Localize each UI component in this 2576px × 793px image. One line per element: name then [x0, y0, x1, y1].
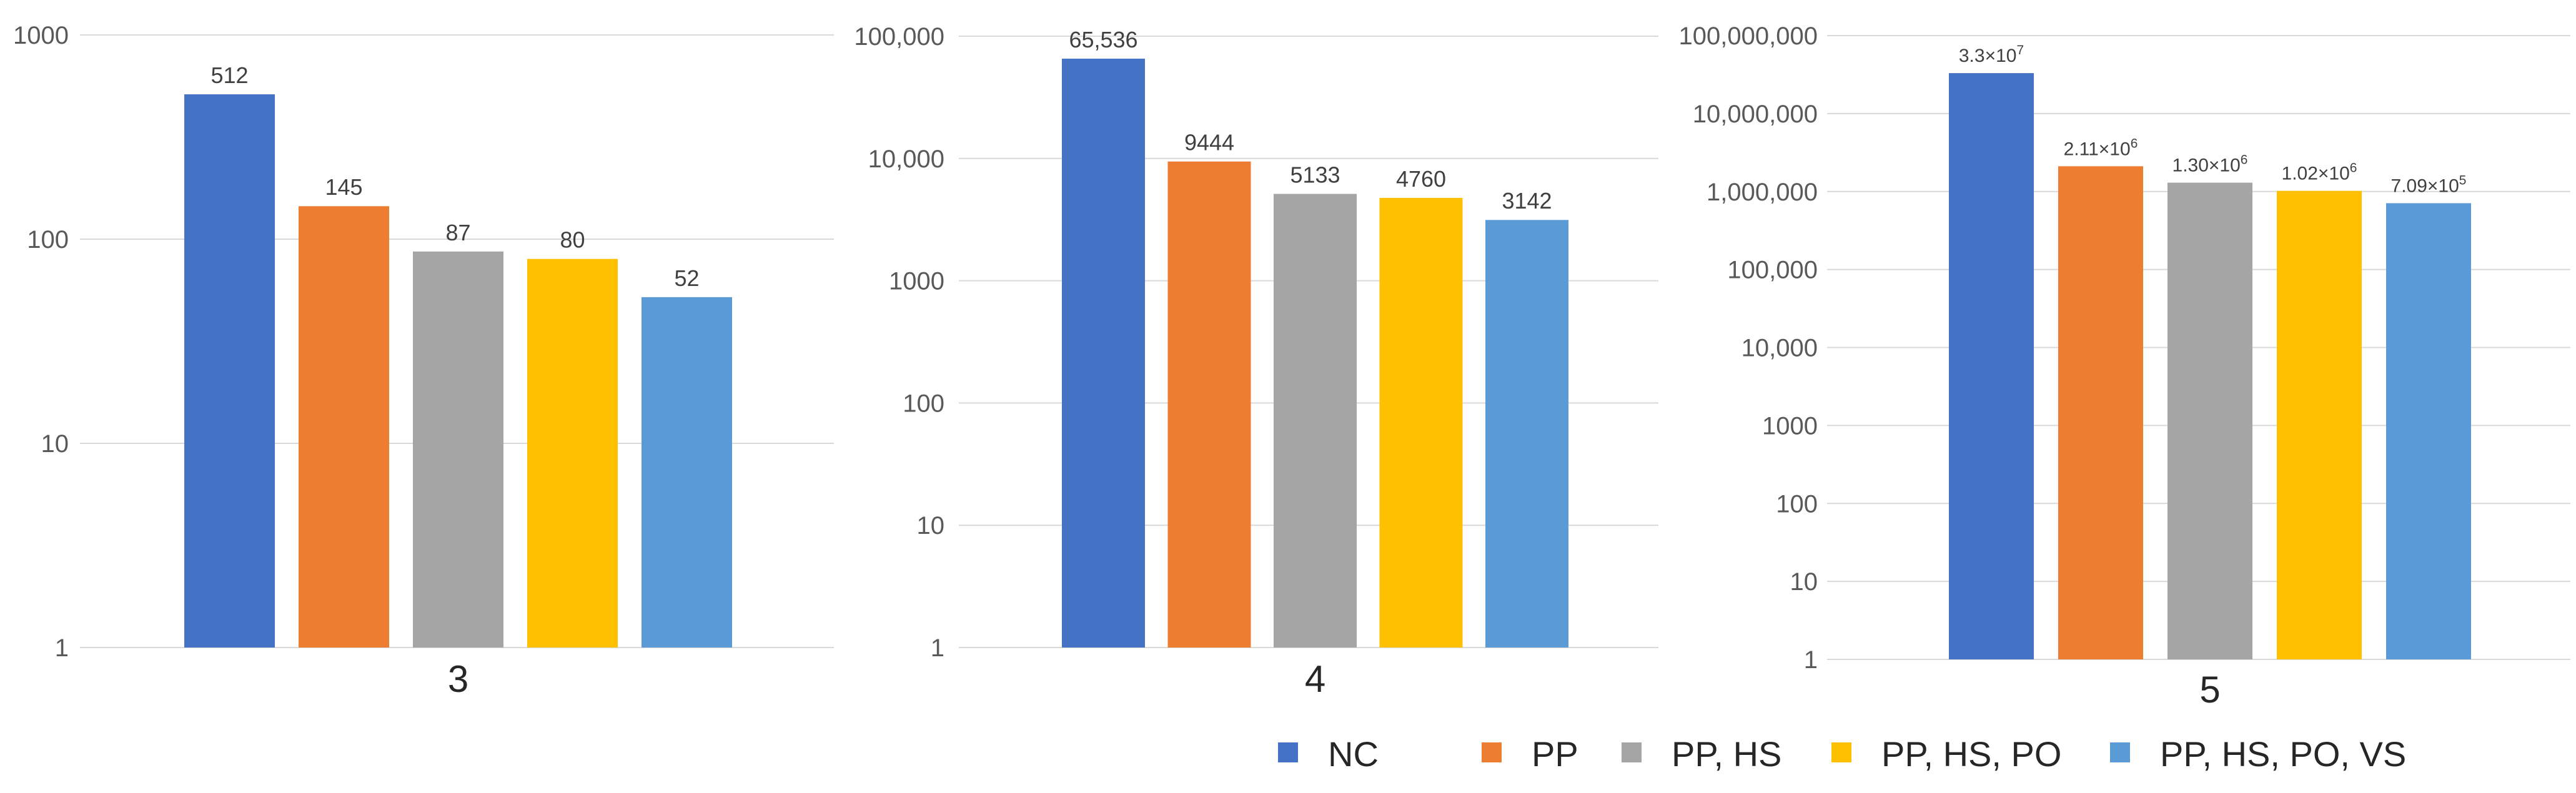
chart-panel-4: 1 10 100 1000 10,000 100,000 65,536 9444 5133 476…: [854, 23, 1658, 700]
legend: NC PP PP, HS PP, HS, PO PP, HS, PO, VS: [1278, 734, 2406, 774]
legend-swatch: [1278, 742, 1298, 762]
data-label: 3.3×107: [1959, 43, 2024, 66]
y-tick-label: 1: [1804, 646, 1818, 674]
data-label: 7.09×105: [2391, 173, 2467, 196]
bar-pp-hs-po-vs: [642, 297, 732, 648]
legend-label: PP, HS, PO, VS: [2160, 734, 2406, 774]
y-tick-label: 100,000: [1727, 257, 1818, 284]
bar-pp: [299, 206, 389, 648]
data-label: 3142: [1502, 188, 1552, 214]
y-tick-label: 100: [903, 390, 944, 417]
legend-swatch: [1622, 742, 1642, 762]
data-label: 512: [211, 62, 248, 88]
bar-pp-hs-po-vs: [2386, 203, 2471, 660]
legend-label: PP: [1532, 734, 1578, 774]
legend-label: PP, HS, PO: [1881, 734, 2061, 774]
y-tick-label: 10,000: [1741, 335, 1818, 362]
bar-pp-hs-po-vs: [1485, 220, 1568, 648]
y-tick-label: 100,000,000: [1679, 22, 1818, 50]
data-label: 145: [325, 174, 362, 200]
bar-pp-hs-po: [1379, 197, 1463, 648]
bar-pp-hs: [2167, 182, 2252, 659]
legend-swatch: [1482, 742, 1502, 762]
bar-nc: [1062, 58, 1145, 648]
legend-label: PP, HS: [1672, 734, 1781, 774]
data-label: 1.30×106: [2172, 153, 2248, 176]
bar-pp-hs: [1274, 194, 1357, 648]
y-tick-label: 1,000,000: [1707, 179, 1818, 206]
bar-pp: [1167, 161, 1251, 648]
category-label: 4: [1305, 658, 1325, 700]
y-tick-label: 100: [27, 226, 69, 254]
bar-pp-hs-po: [527, 259, 618, 648]
bar-pp: [2058, 166, 2143, 659]
data-label: 87: [445, 220, 470, 245]
data-label: 2.11×106: [2064, 136, 2138, 159]
y-tick-label: 10: [917, 512, 945, 539]
y-tick-label: 1000: [889, 268, 944, 295]
y-tick-label: 1: [931, 634, 944, 662]
y-tick-label: 1000: [13, 22, 69, 49]
data-label: 65,536: [1069, 27, 1137, 52]
bar-nc: [1949, 73, 2034, 660]
bar-nc: [184, 94, 275, 648]
data-label: 9444: [1184, 130, 1234, 155]
chart-panel-5: 1 10 100 1000 10,000 100,000 1,000,000 10,000,0…: [1679, 22, 2570, 711]
y-tick-label: 10: [41, 430, 69, 458]
y-tick-label: 100,000: [854, 23, 944, 51]
chart-panel-3: 1 10 100 1000 512 145 87 80 52 3: [13, 22, 834, 700]
category-label: 3: [448, 658, 468, 700]
legend-swatch: [2110, 742, 2130, 762]
bar-pp-hs-po: [2277, 190, 2362, 660]
data-label: 5133: [1290, 162, 1340, 188]
y-tick-label: 10: [1790, 568, 1818, 596]
y-tick-label: 10,000,000: [1693, 101, 1818, 128]
y-tick-label: 1: [55, 634, 69, 662]
legend-swatch: [1831, 742, 1851, 762]
data-label: 80: [560, 227, 585, 253]
y-tick-label: 10,000: [868, 145, 944, 173]
data-label: 52: [674, 265, 699, 291]
category-label: 5: [2199, 669, 2220, 711]
data-label: 4760: [1396, 166, 1446, 192]
data-label: 1.02×106: [2282, 161, 2357, 184]
bar-pp-hs: [413, 251, 503, 648]
y-tick-label: 1000: [1762, 412, 1818, 440]
legend-label: NC: [1328, 734, 1379, 774]
y-tick-label: 100: [1776, 490, 1818, 518]
